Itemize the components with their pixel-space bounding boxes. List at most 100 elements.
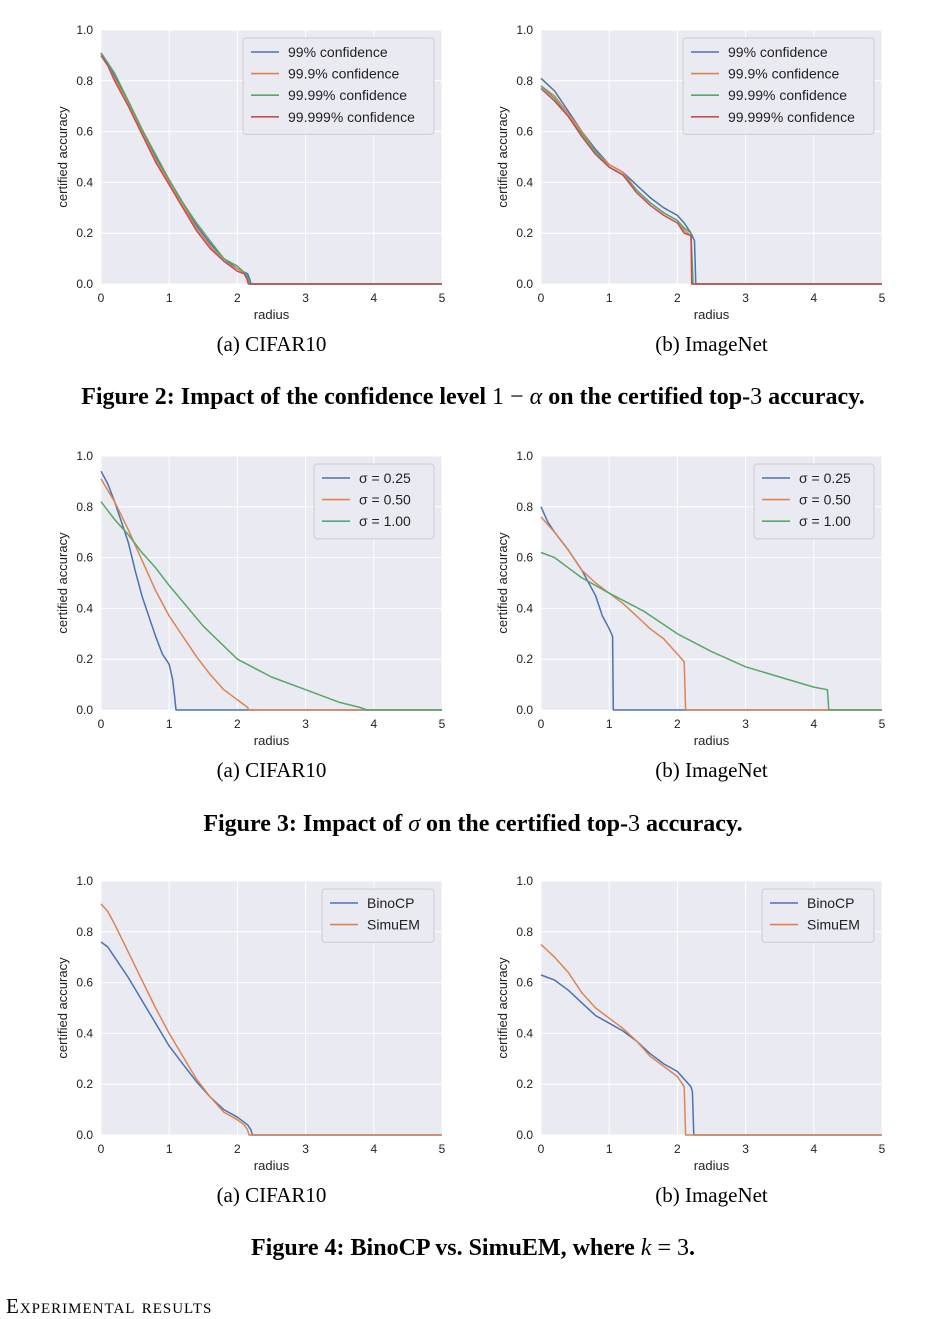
x-tick-label: 2: [674, 291, 681, 305]
x-tick-label: 2: [234, 717, 241, 731]
figure-3: 0 1 2 3 4 5 0.0 0.2 0.4 0.6 0.8 1.0 radius certified …: [55, 449, 886, 782]
chart-panel-fig4-a: 0 1 2 3 4 5 0.0 0.2 0.4 0.6 0.8 1.0 radius certified …: [55, 874, 446, 1207]
y-tick-label: 0.0: [76, 703, 93, 717]
x-axis-label: radius: [694, 307, 730, 322]
y-axis-label: certified accuracy: [495, 957, 510, 1059]
legend-label: 99.9% confidence: [728, 66, 840, 82]
y-tick-label: 0.6: [76, 125, 93, 139]
x-tick-label: 1: [606, 1142, 613, 1156]
y-tick-label: 0.2: [76, 1077, 93, 1091]
legend: σ = 0.25 σ = 0.50 σ = 1.00: [753, 463, 875, 540]
figure-4-caption: Figure 4: BinoCP vs. SimuEM, where k = 3…: [251, 1235, 695, 1261]
y-tick-label: 0.6: [76, 976, 93, 990]
subcaption: (b) ImageNet: [655, 1183, 768, 1207]
series-line: [100, 501, 442, 711]
series-line: [540, 77, 882, 285]
chart-panel-fig3-b: 0 1 2 3 4 5 0.0 0.2 0.4 0.6 0.8 1.0 radius certified …: [495, 449, 886, 782]
x-tick-label: 2: [674, 1142, 681, 1156]
legend: 99% confidence 99.9% confidence 99.99% con…: [682, 37, 875, 135]
y-tick-label: 1.0: [516, 23, 533, 37]
x-axis-label: radius: [694, 1158, 730, 1173]
x-tick-label: 5: [439, 291, 446, 305]
series-line: [100, 941, 442, 1136]
y-tick-label: 0.8: [76, 500, 93, 514]
x-tick-label: 4: [810, 1142, 817, 1156]
x-tick-label: 5: [879, 1142, 886, 1156]
y-tick-label: 1.0: [76, 449, 93, 463]
x-tick-label: 3: [742, 1142, 749, 1156]
y-tick-label: 0.2: [76, 226, 93, 240]
legend-label: σ = 0.25: [359, 470, 411, 486]
legend: 99% confidence 99.9% confidence 99.99% con…: [242, 37, 435, 135]
x-tick-label: 2: [674, 717, 681, 731]
x-tick-label: 3: [302, 1142, 309, 1156]
subcaption: (a) CIFAR10: [217, 758, 327, 782]
legend-label: σ = 0.50: [799, 492, 851, 508]
legend-label: σ = 0.50: [359, 492, 411, 508]
legend: BinoCP SimuEM: [321, 888, 435, 943]
y-tick-label: 1.0: [516, 874, 533, 888]
legend-label: BinoCP: [367, 895, 414, 911]
x-tick-label: 0: [98, 1142, 105, 1156]
x-axis-label: radius: [254, 733, 290, 748]
y-tick-label: 0.0: [76, 1128, 93, 1142]
y-tick-label: 0.4: [516, 175, 533, 189]
x-tick-label: 0: [538, 1142, 545, 1156]
legend-label: BinoCP: [807, 895, 854, 911]
legend-label: SimuEM: [367, 917, 420, 933]
legend-label: 99.9% confidence: [288, 66, 400, 82]
x-tick-label: 3: [742, 291, 749, 305]
subcaption: (b) ImageNet: [655, 332, 768, 356]
series-line: [100, 54, 442, 285]
subcaption: (a) CIFAR10: [217, 1183, 327, 1207]
x-tick-label: 1: [166, 717, 173, 731]
y-tick-label: 0.8: [516, 925, 533, 939]
x-tick-label: 4: [370, 291, 377, 305]
y-tick-label: 0.4: [76, 1026, 93, 1040]
x-tick-label: 4: [370, 1142, 377, 1156]
figure-3-caption: Figure 3: Impact of σ on the certified t…: [203, 811, 743, 837]
chart-panel-fig2-b: 0 1 2 3 4 5 0.0 0.2 0.4 0.6 0.8 1.0 radius certified …: [495, 23, 886, 356]
x-tick-label: 2: [234, 291, 241, 305]
figure-4: 0 1 2 3 4 5 0.0 0.2 0.4 0.6 0.8 1.0 radius certified …: [55, 874, 886, 1207]
figure-2-caption: Figure 2: Impact of the confidence level…: [81, 384, 865, 410]
y-tick-label: 0.2: [516, 652, 533, 666]
series-line: [540, 87, 882, 285]
y-axis-label: certified accuracy: [55, 532, 70, 634]
chart-panel-fig2-a: 0 1 2 3 4 5 0.0 0.2 0.4 0.6 0.8 1.0 radius certified …: [55, 23, 446, 356]
y-tick-label: 0.2: [516, 1077, 533, 1091]
series-line: [540, 974, 882, 1136]
x-tick-label: 5: [439, 1142, 446, 1156]
series-line: [540, 551, 882, 711]
legend-label: σ = 1.00: [799, 513, 851, 529]
x-tick-label: 3: [742, 717, 749, 731]
legend-label: 99.999% confidence: [288, 109, 415, 125]
x-tick-label: 1: [166, 1142, 173, 1156]
y-tick-label: 1.0: [76, 23, 93, 37]
y-axis-label: certified accuracy: [55, 957, 70, 1059]
legend-box: [313, 463, 435, 540]
y-tick-label: 0.4: [76, 175, 93, 189]
y-tick-label: 0.0: [516, 1128, 533, 1142]
x-axis-label: radius: [694, 733, 730, 748]
legend-label: SimuEM: [807, 917, 860, 933]
figure-2: 0 1 2 3 4 5 0.0 0.2 0.4 0.6 0.8 1.0 radius certified …: [55, 23, 886, 356]
y-tick-label: 0.2: [76, 652, 93, 666]
x-tick-label: 1: [606, 717, 613, 731]
legend-label: 99% confidence: [288, 44, 388, 60]
y-tick-label: 0.6: [516, 125, 533, 139]
y-tick-label: 0.6: [516, 551, 533, 565]
series-line: [540, 943, 882, 1136]
x-tick-label: 1: [606, 291, 613, 305]
legend-box: [753, 463, 875, 540]
x-tick-label: 3: [302, 291, 309, 305]
x-tick-label: 1: [166, 291, 173, 305]
legend: BinoCP SimuEM: [761, 888, 875, 943]
series-line: [100, 52, 442, 285]
y-tick-label: 0.0: [76, 277, 93, 291]
series-line: [100, 470, 442, 711]
chart-panel-fig4-b: 0 1 2 3 4 5 0.0 0.2 0.4 0.6 0.8 1.0 radius certified …: [495, 874, 886, 1207]
series-line: [100, 903, 442, 1136]
legend-label: 99.99% confidence: [728, 87, 847, 103]
x-axis-label: radius: [254, 307, 290, 322]
